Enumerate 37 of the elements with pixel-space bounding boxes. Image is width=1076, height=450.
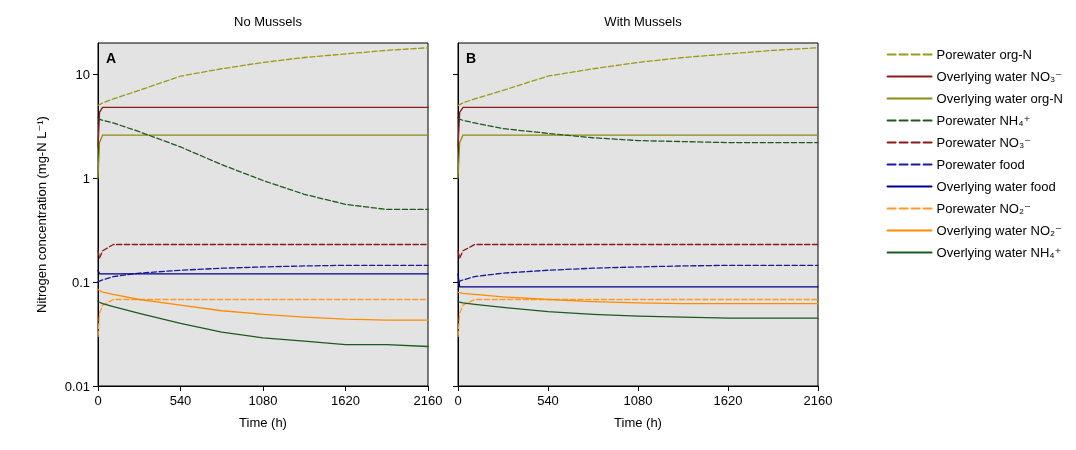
x-tick-label: 0 — [94, 393, 102, 408]
annotation: B — [466, 50, 477, 66]
legend-label: Overlying water org-N — [936, 91, 1064, 106]
line-series — [97, 300, 429, 348]
x-tick-label: 2160 — [803, 393, 833, 408]
legend-label: Porewater NH₄⁺ — [936, 113, 1031, 128]
x-tick-label: 1620 — [331, 393, 360, 408]
y-axis-title: Nitrogen concentration (mg-N L⁻¹) — [34, 116, 49, 313]
x-axis-title: Time (h) — [239, 415, 287, 430]
y-tick-label: 0.1 — [71, 274, 90, 290]
x-axis-title: Time (h) — [614, 415, 662, 430]
line-series — [97, 288, 429, 321]
y-tick-label: 10 — [75, 66, 90, 82]
line-series — [97, 264, 429, 283]
legend-label: Overlying water NO₂⁻ — [936, 223, 1062, 238]
annotation: A — [106, 50, 117, 66]
chart-title: With Mussels — [604, 14, 683, 29]
legend-label: Porewater org-N — [936, 47, 1032, 62]
x-tick-label: 540 — [169, 393, 192, 408]
x-tick-label: 1620 — [713, 393, 743, 408]
legend-label: Overlying water food — [936, 179, 1056, 194]
y-tick-label: 1 — [82, 170, 90, 186]
line-series — [97, 47, 429, 107]
x-tick-label: 1080 — [623, 393, 653, 408]
line-series — [97, 298, 429, 338]
x-tick-label: 540 — [537, 393, 559, 408]
line-series — [97, 117, 429, 211]
chart-title: No Mussels — [234, 14, 303, 29]
legend-label: Porewater food — [936, 157, 1025, 172]
legend-label: Overlying water NO₃⁻ — [936, 69, 1063, 84]
x-tick-label: 1080 — [248, 393, 278, 408]
x-tick-label: 0 — [454, 393, 462, 408]
legend-label: Porewater NO₃⁻ — [936, 135, 1032, 150]
x-tick-label: 2160 — [413, 393, 443, 408]
legend-label: Porewater NO₂⁻ — [936, 201, 1031, 216]
legend-label: Overlying water NH₄⁺ — [936, 245, 1062, 260]
y-tick-label: 0.01 — [64, 378, 90, 394]
